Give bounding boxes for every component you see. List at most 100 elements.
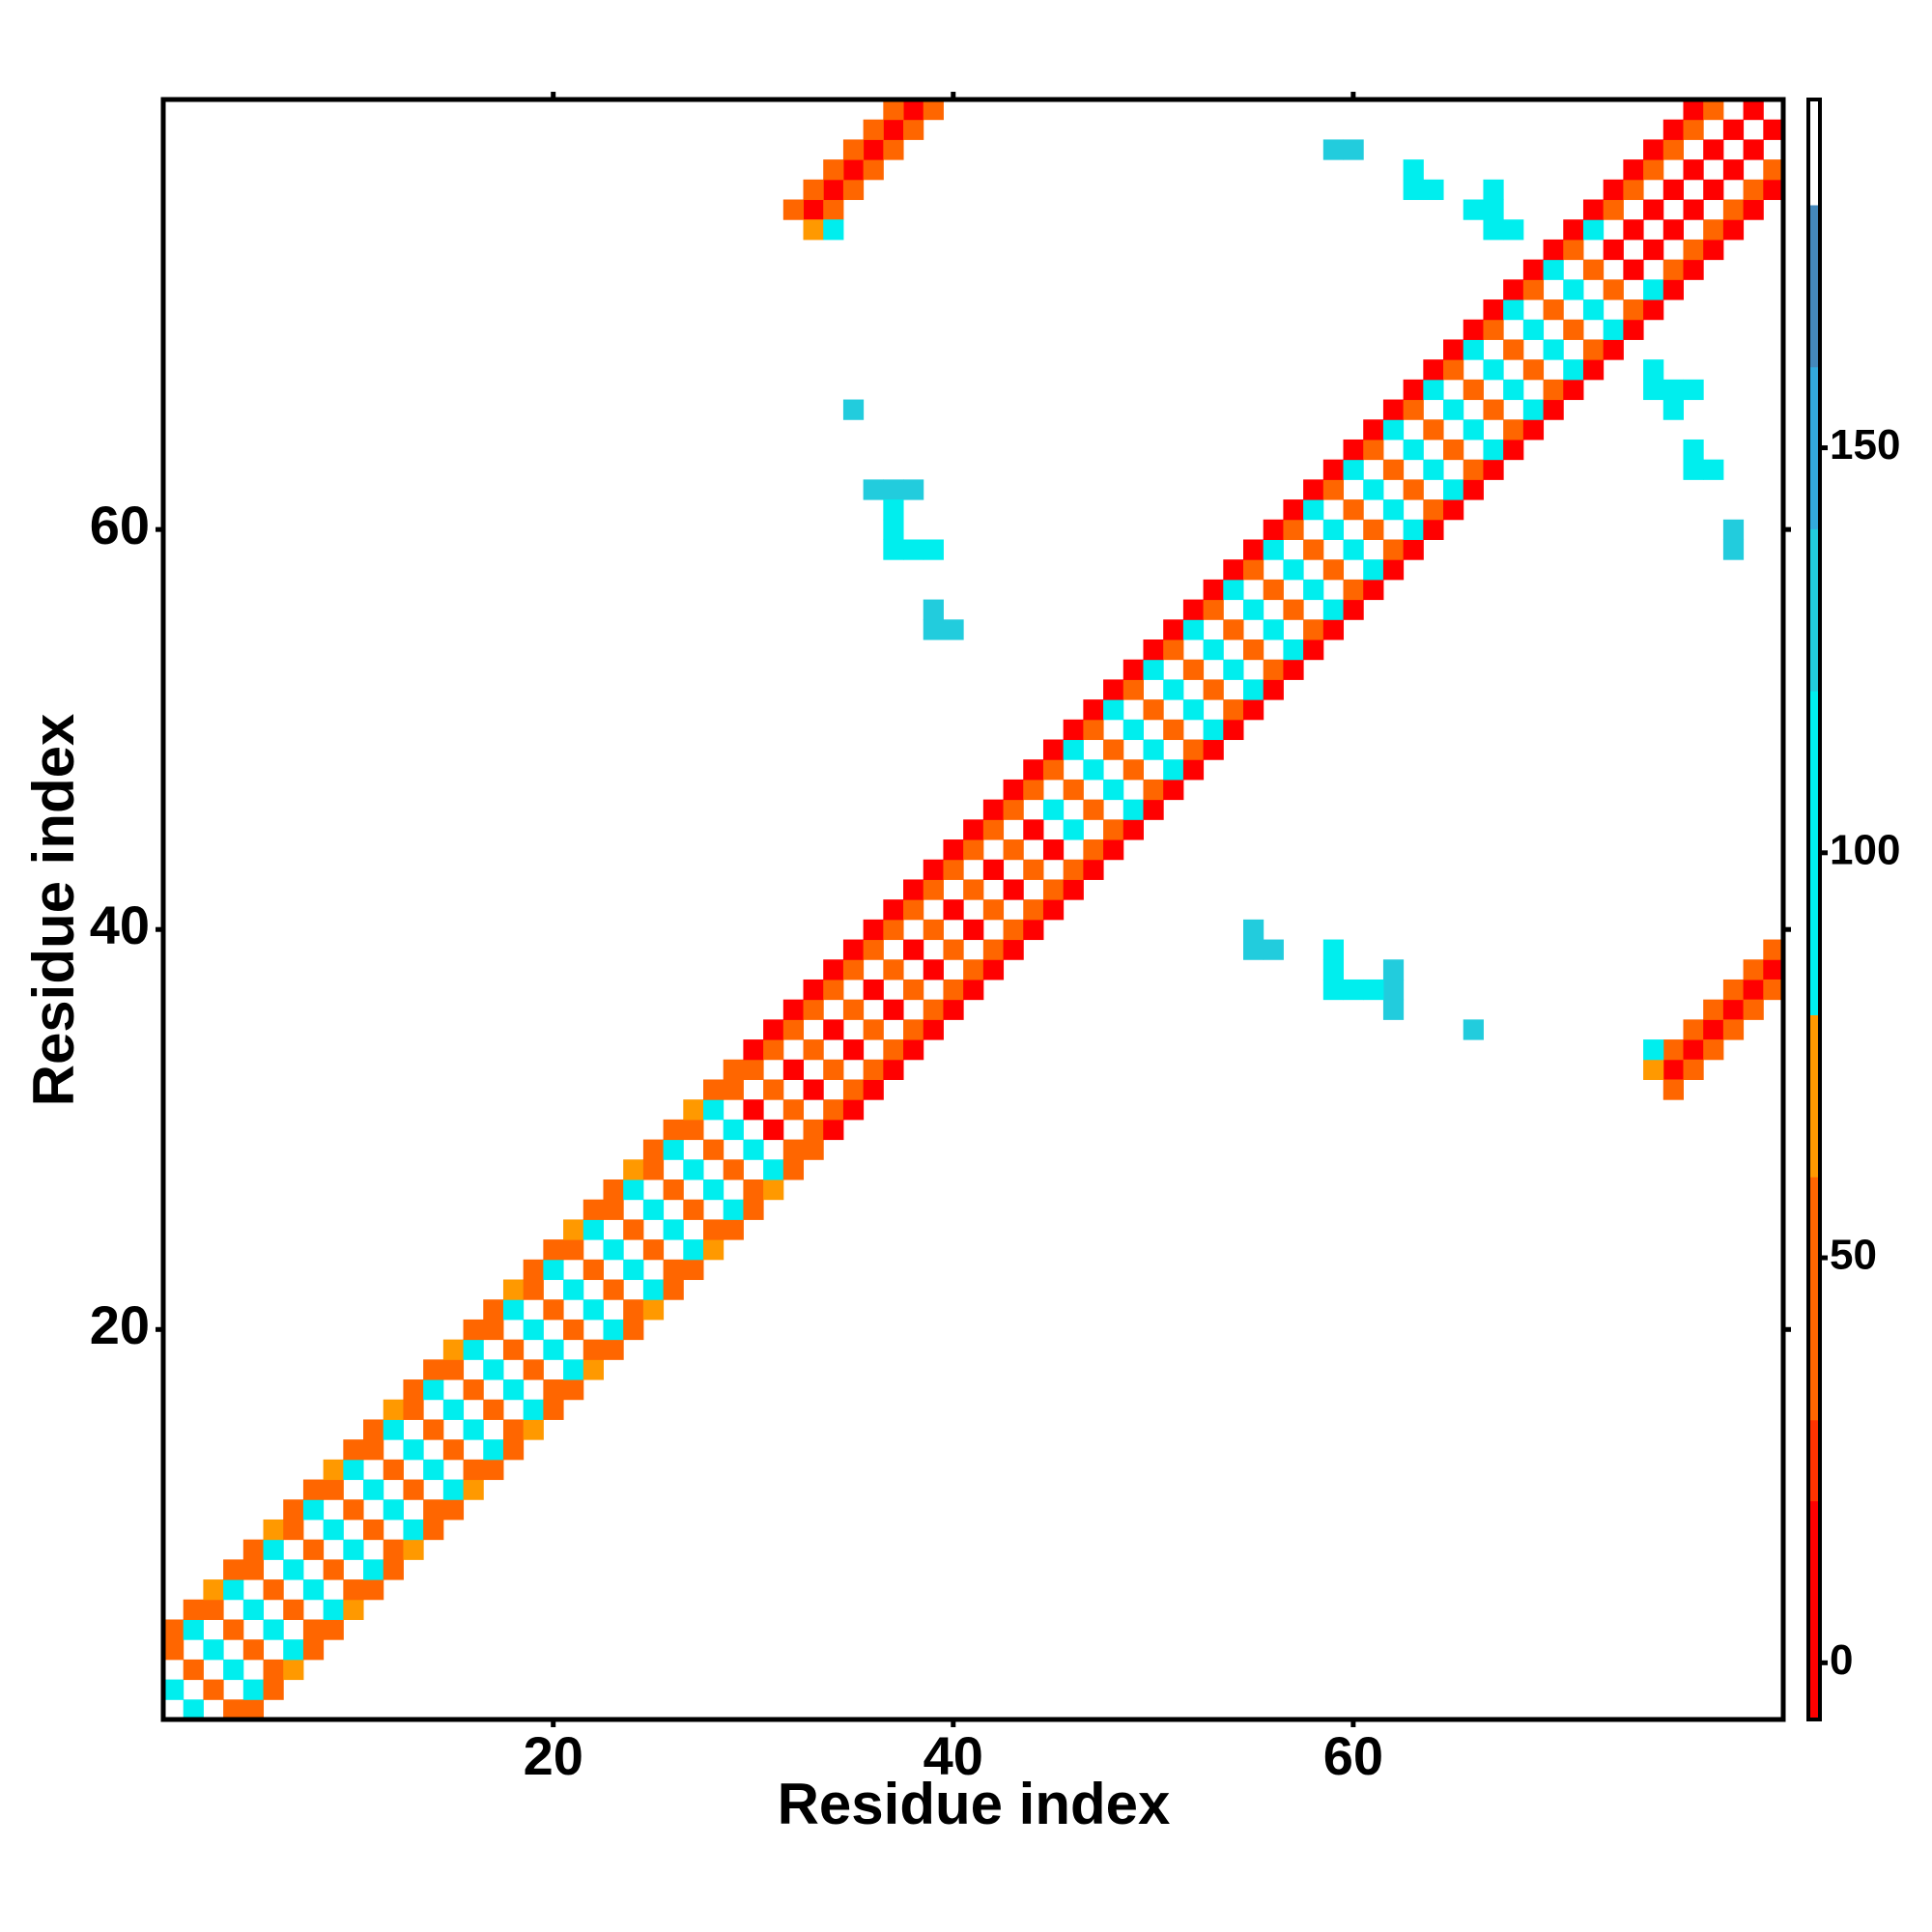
heatmap-cell [1003, 879, 1024, 900]
heatmap-cell [1182, 759, 1205, 781]
heatmap-cell [823, 1059, 844, 1080]
heatmap-cell [703, 1099, 724, 1121]
plot-frame [160, 97, 1786, 1722]
heatmap-cell [1423, 379, 1444, 401]
heatmap-cell [1643, 1039, 1664, 1061]
heatmap-cell [1083, 839, 1104, 861]
heatmap-cell [1582, 219, 1605, 241]
heatmap-cell [1623, 319, 1644, 340]
heatmap-cell [1683, 1039, 1704, 1061]
heatmap-cell [842, 1039, 865, 1061]
heatmap-cell [923, 859, 944, 880]
heatmap-cell [1103, 779, 1124, 801]
heatmap-cell [683, 1199, 704, 1220]
heatmap-cell [403, 1479, 424, 1500]
heatmap-cell [1083, 759, 1104, 781]
heatmap-cell [223, 1699, 244, 1720]
heatmap-cell [1283, 599, 1304, 620]
heatmap-cell [1443, 339, 1464, 360]
heatmap-cell [1483, 439, 1504, 461]
heatmap-cell [323, 1479, 344, 1500]
heatmap-cell [1143, 779, 1164, 801]
heatmap-cell [1042, 839, 1065, 861]
heatmap-cell [1382, 959, 1405, 980]
heatmap-cell [523, 1279, 544, 1300]
heatmap-cell [1483, 179, 1504, 201]
heatmap-cell [782, 1059, 805, 1080]
heatmap-cell [1643, 139, 1664, 160]
heatmap-cell [1263, 519, 1284, 540]
heatmap-cell [1363, 439, 1384, 461]
heatmap-cell [1343, 599, 1364, 620]
heatmap-cell [963, 919, 984, 941]
heatmap-cell [1223, 579, 1244, 601]
heatmap-cell [1163, 779, 1184, 801]
heatmap-cell [723, 1219, 744, 1240]
heatmap-cell [943, 839, 964, 861]
heatmap-cell [1503, 419, 1524, 440]
heatmap-cell [1042, 739, 1065, 760]
heatmap-cell [842, 159, 865, 181]
heatmap-cell [1143, 699, 1164, 721]
heatmap-cell [242, 1639, 265, 1661]
heatmap-cell [1603, 279, 1624, 300]
heatmap-cell [763, 1159, 784, 1180]
heatmap-cell [1403, 379, 1424, 401]
heatmap-cell [1443, 499, 1464, 521]
heatmap-cell [803, 179, 824, 201]
heatmap-cell [323, 1519, 344, 1541]
heatmap-cell [823, 219, 844, 241]
heatmap-cell [1243, 599, 1264, 620]
heatmap-cell [1683, 239, 1704, 261]
heatmap-cell [982, 799, 1005, 820]
heatmap-cell [1382, 459, 1405, 480]
heatmap-cell [1322, 459, 1345, 480]
heatmap-cell [603, 1279, 624, 1300]
heatmap-cell [363, 1479, 384, 1500]
heatmap-cell [1763, 979, 1784, 1001]
heatmap-cell [1103, 699, 1124, 721]
heatmap-cell [1662, 119, 1684, 140]
heatmap-cell [1643, 239, 1664, 261]
heatmap-cell [1042, 899, 1065, 921]
heatmap-cell [1522, 399, 1545, 420]
heatmap-cell [242, 1699, 265, 1720]
x-tick-label: 60 [1323, 1725, 1383, 1786]
heatmap-cell [863, 939, 884, 960]
heatmap-cell [302, 1539, 325, 1560]
heatmap-cell [1343, 979, 1364, 1001]
heatmap-cell [1003, 779, 1024, 801]
heatmap-cell [943, 939, 964, 960]
heatmap-cell [423, 1359, 444, 1380]
heatmap-cell [323, 1559, 344, 1580]
heatmap-cell [1623, 299, 1644, 321]
heatmap-cell [223, 1579, 244, 1601]
heatmap-cell [1423, 359, 1444, 381]
heatmap-cell [883, 539, 904, 560]
heatmap-cell [523, 1359, 544, 1380]
heatmap-cell [1662, 1039, 1684, 1061]
heatmap-cell [582, 1299, 604, 1321]
heatmap-cell [1182, 739, 1205, 760]
heatmap-cell [1063, 719, 1084, 741]
heatmap-cell [903, 539, 924, 560]
colorbar-segment [1808, 528, 1820, 692]
heatmap-cell [883, 999, 904, 1020]
heatmap-cell [1563, 219, 1584, 241]
heatmap-cell [1343, 539, 1364, 560]
heatmap-cell [743, 1039, 764, 1061]
heatmap-cell [1343, 439, 1364, 461]
heatmap-cell [563, 1219, 584, 1240]
heatmap-cell [1382, 979, 1405, 1001]
heatmap-cell [1363, 519, 1384, 540]
heatmap-cell [683, 1259, 704, 1281]
heatmap-cell [683, 1239, 704, 1261]
heatmap-cell [563, 1359, 584, 1380]
heatmap-cell [1382, 499, 1405, 521]
heatmap-cell [1763, 159, 1784, 181]
heatmap-cell [1182, 699, 1205, 721]
heatmap-cell [403, 1439, 424, 1461]
heatmap-cell [1722, 999, 1745, 1020]
heatmap-cell [543, 1299, 564, 1321]
heatmap-cell [1263, 939, 1284, 960]
